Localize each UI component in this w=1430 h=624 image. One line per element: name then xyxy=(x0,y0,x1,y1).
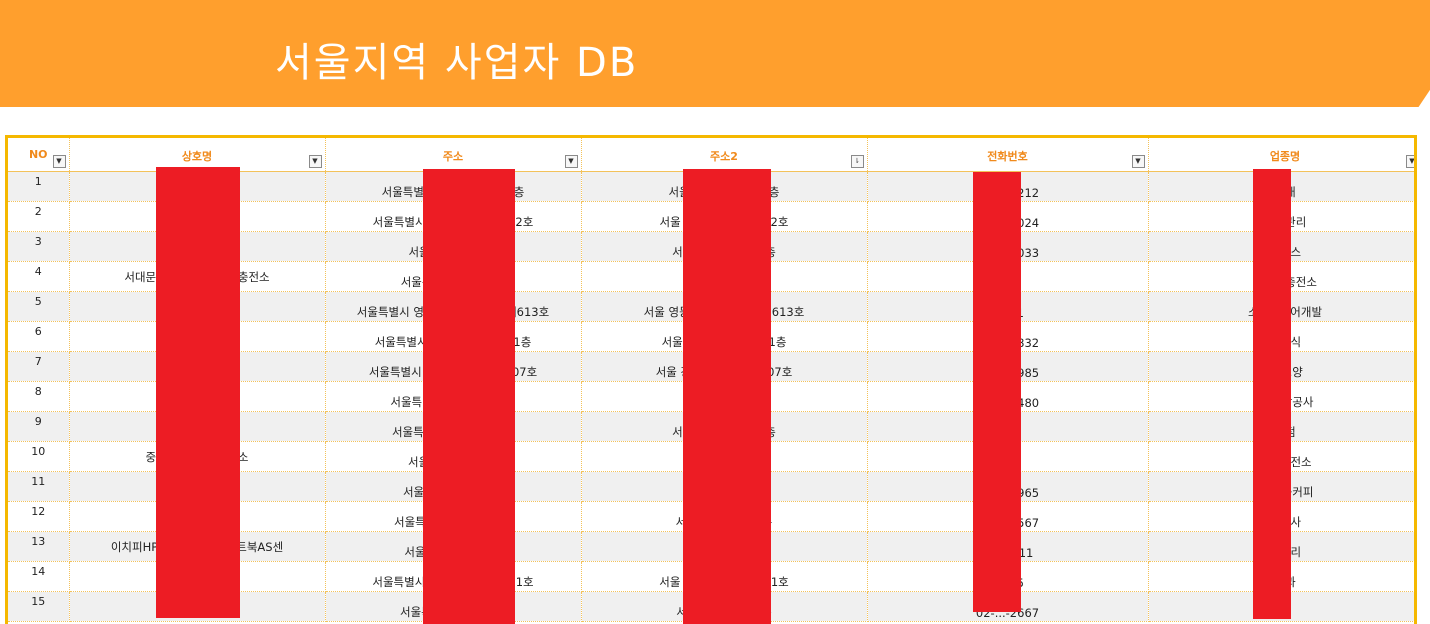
cell-no[interactable]: 8 xyxy=(8,381,70,412)
cell-no[interactable]: 4 xyxy=(8,261,70,292)
cell-no[interactable]: 2 xyxy=(8,201,70,232)
column-header-label: 주소2 xyxy=(710,150,738,163)
column-header-address2[interactable]: 주소2 ⇂ xyxy=(581,138,868,172)
cell-no[interactable]: 11 xyxy=(8,471,70,502)
column-header-label: 업종명 xyxy=(1269,150,1301,163)
column-header-label: NO xyxy=(28,148,48,161)
redaction-block-name xyxy=(156,167,240,618)
cell-no[interactable]: 3 xyxy=(8,231,70,262)
cell-no[interactable]: 1 xyxy=(8,171,70,202)
column-header-label: 주소 xyxy=(442,150,464,163)
cell-no[interactable]: 14 xyxy=(8,561,70,592)
cell-no[interactable]: 6 xyxy=(8,321,70,352)
redaction-block-address2 xyxy=(683,169,771,624)
cell-no[interactable]: 12 xyxy=(8,501,70,532)
column-header-no[interactable]: NO ▼ xyxy=(8,138,70,172)
column-header-business-type[interactable]: 업종명 ▼ xyxy=(1148,138,1414,172)
column-header-address[interactable]: 주소 ▼ xyxy=(325,138,582,172)
cell-no[interactable]: 15 xyxy=(8,591,70,622)
dropdown-arrow-icon[interactable]: ▼ xyxy=(1131,155,1145,168)
cell-no[interactable]: 13 xyxy=(8,531,70,562)
redaction-block-address xyxy=(423,169,515,624)
dropdown-arrow-icon[interactable]: ▼ xyxy=(1405,155,1414,168)
dropdown-arrow-icon[interactable]: ▼ xyxy=(564,155,578,168)
title-banner: 서울지역 사업자 DB xyxy=(0,0,1430,107)
sort-filter-icon[interactable]: ⇂ xyxy=(850,155,864,168)
dropdown-arrow-icon[interactable]: ▼ xyxy=(52,155,66,168)
dropdown-arrow-icon[interactable]: ▼ xyxy=(308,155,322,168)
column-header-phone[interactable]: 전화번호 ▼ xyxy=(867,138,1149,172)
cell-no[interactable]: 10 xyxy=(8,441,70,472)
cell-no[interactable]: 5 xyxy=(8,291,70,322)
column-header-name[interactable]: 상호명 ▼ xyxy=(69,138,326,172)
cell-no[interactable]: 7 xyxy=(8,351,70,382)
header-row: NO ▼ 상호명 ▼ 주소 ▼ 주소2 ⇂ 전화번호 ▼ xyxy=(8,138,1414,172)
column-header-label: 전화번호 xyxy=(987,150,1028,163)
redaction-block-type xyxy=(1253,169,1291,619)
page-title: 서울지역 사업자 DB xyxy=(275,40,639,86)
redaction-block-phone xyxy=(973,172,1021,612)
column-header-label: 상호명 xyxy=(181,150,213,163)
cell-no[interactable]: 9 xyxy=(8,411,70,442)
